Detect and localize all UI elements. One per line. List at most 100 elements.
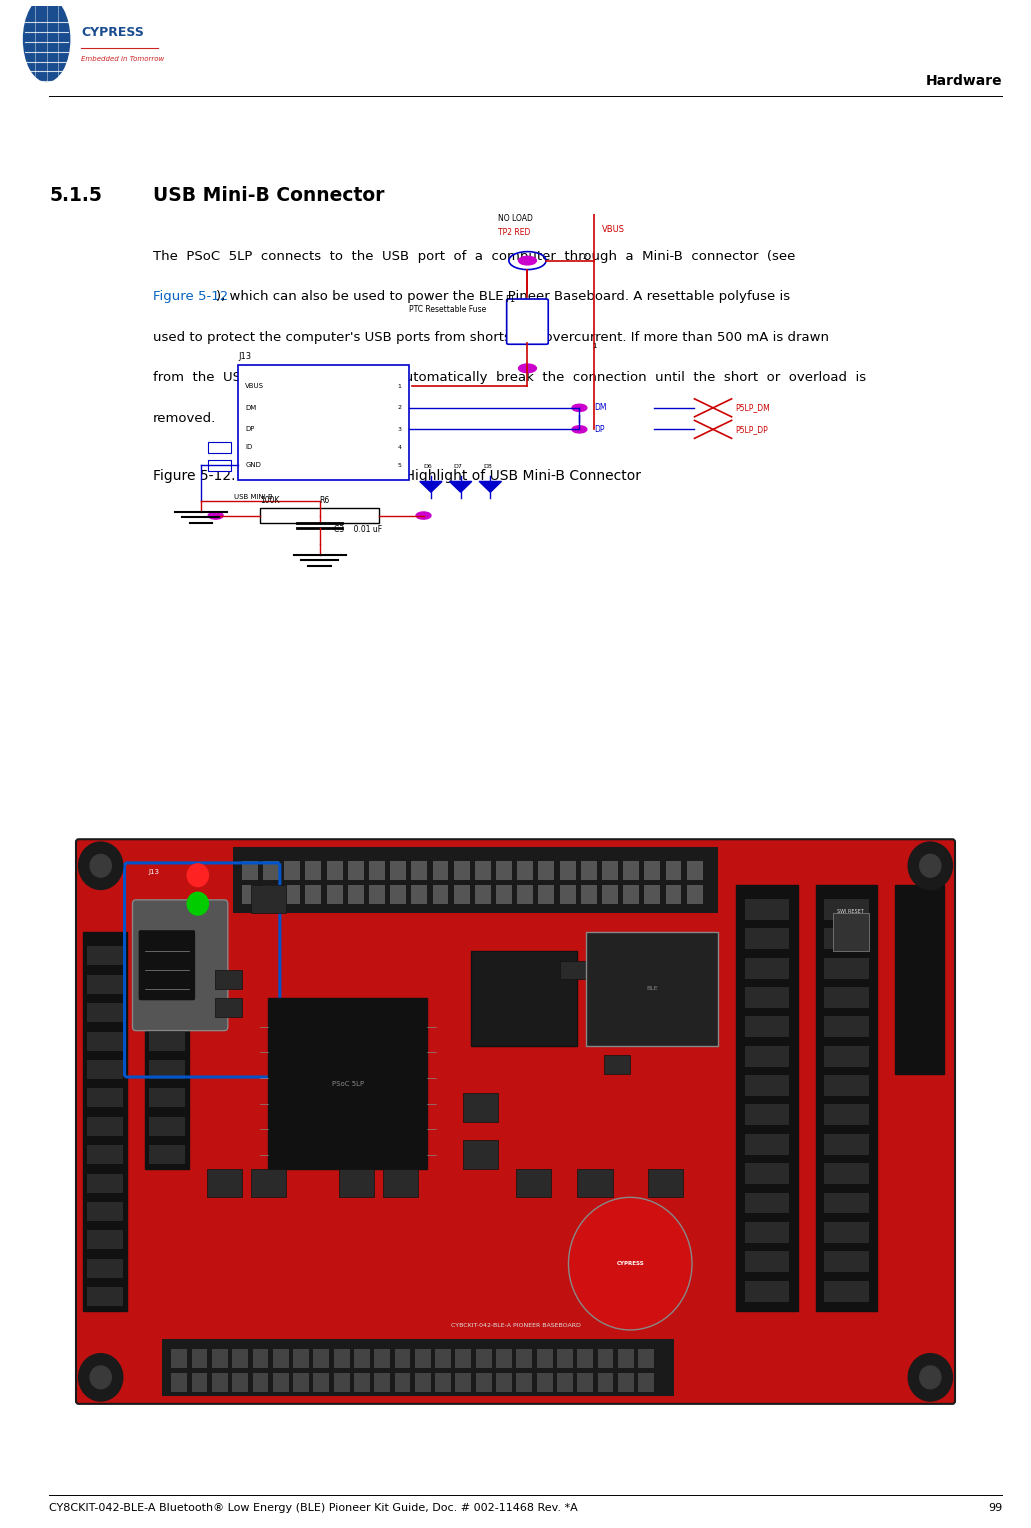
Bar <box>208 442 231 452</box>
Bar <box>414 1349 431 1368</box>
Text: Embedded in Tomorrow: Embedded in Tomorrow <box>81 57 165 63</box>
Bar <box>395 1372 410 1392</box>
Bar <box>745 1192 789 1213</box>
Bar <box>88 1060 123 1079</box>
Bar <box>192 1349 207 1368</box>
Bar <box>745 1251 789 1273</box>
Bar <box>144 932 189 1169</box>
Bar <box>745 929 789 949</box>
Text: ID: ID <box>245 445 253 451</box>
Text: VBUS: VBUS <box>245 384 264 390</box>
Bar <box>833 914 868 950</box>
Bar <box>456 1372 471 1392</box>
Bar <box>206 1169 242 1198</box>
Bar <box>433 862 448 880</box>
Bar <box>557 1372 573 1392</box>
Bar <box>149 1146 185 1164</box>
Bar <box>163 1340 674 1397</box>
Bar <box>215 998 242 1018</box>
Bar <box>825 1016 868 1038</box>
Text: CY8CKIT-042-BLE-A Bluetooth® Low Energy (BLE) Pioneer Kit Guide, Doc. # 002-1146: CY8CKIT-042-BLE-A Bluetooth® Low Energy … <box>49 1504 578 1513</box>
Bar <box>263 862 279 880</box>
Text: removed.: removed. <box>153 411 215 425</box>
Bar <box>638 1349 654 1368</box>
Bar <box>516 1169 551 1198</box>
Bar <box>560 961 586 979</box>
Bar <box>263 885 279 903</box>
Bar <box>433 885 448 903</box>
Bar <box>825 1192 868 1213</box>
Bar <box>518 885 533 903</box>
Text: CYBCKIT-042-BLE-A PIONEER BASEBOARD: CYBCKIT-042-BLE-A PIONEER BASEBOARD <box>451 1323 580 1328</box>
Circle shape <box>519 257 536 264</box>
Bar <box>251 885 286 914</box>
Bar <box>84 932 127 1311</box>
Bar <box>456 1349 471 1368</box>
Bar <box>745 1045 789 1067</box>
Text: DP: DP <box>245 426 255 432</box>
Circle shape <box>188 892 208 915</box>
Bar <box>644 885 660 903</box>
Circle shape <box>188 863 208 886</box>
Polygon shape <box>450 481 472 492</box>
Bar <box>454 885 469 903</box>
Text: 100K: 100K <box>260 495 279 504</box>
FancyBboxPatch shape <box>132 900 228 1030</box>
Circle shape <box>208 512 223 520</box>
Bar <box>88 1287 123 1306</box>
Circle shape <box>522 258 533 263</box>
Text: TP2 RED: TP2 RED <box>498 228 530 237</box>
Text: PSoC 5LP: PSoC 5LP <box>332 1080 364 1086</box>
Bar <box>215 970 242 989</box>
Bar <box>435 1372 452 1392</box>
Ellipse shape <box>24 0 70 81</box>
Text: USB Mini-B Connector: USB Mini-B Connector <box>153 186 385 205</box>
Bar <box>602 862 618 880</box>
Bar <box>745 1105 789 1125</box>
Bar <box>475 862 491 880</box>
Bar <box>171 1372 188 1392</box>
Bar <box>745 987 789 1008</box>
Bar <box>411 862 427 880</box>
Bar <box>305 862 322 880</box>
Bar <box>825 1076 868 1096</box>
Bar <box>339 1169 374 1198</box>
Text: VBUS: VBUS <box>602 225 625 234</box>
Text: D6: D6 <box>424 465 432 469</box>
Bar <box>560 862 575 880</box>
Bar <box>618 1349 634 1368</box>
Bar <box>496 1372 512 1392</box>
Text: SWI RESET: SWI RESET <box>837 909 864 914</box>
Text: Figure 5-12: Figure 5-12 <box>153 290 228 303</box>
Bar <box>825 1251 868 1273</box>
Bar <box>242 885 258 903</box>
Polygon shape <box>420 481 442 492</box>
Text: DM: DM <box>245 405 257 411</box>
Bar <box>825 1280 868 1302</box>
Bar <box>895 885 943 1074</box>
Bar <box>88 946 123 966</box>
Bar <box>598 1372 613 1392</box>
Bar <box>88 1259 123 1277</box>
Bar <box>285 862 300 880</box>
Bar <box>88 1031 123 1051</box>
Text: J13: J13 <box>238 351 252 361</box>
Bar <box>327 862 342 880</box>
Circle shape <box>908 842 953 889</box>
Bar <box>745 958 789 978</box>
Circle shape <box>572 426 587 432</box>
Text: 2: 2 <box>583 254 587 260</box>
Bar <box>253 1349 268 1368</box>
Bar <box>825 1163 868 1184</box>
Bar <box>347 885 364 903</box>
Bar <box>242 862 258 880</box>
Circle shape <box>908 1354 953 1401</box>
Bar <box>238 365 408 480</box>
Bar <box>687 862 702 880</box>
Bar <box>334 1349 350 1368</box>
Bar <box>475 1349 492 1368</box>
Bar <box>454 862 469 880</box>
Bar <box>354 1349 370 1368</box>
Bar <box>390 862 406 880</box>
Circle shape <box>417 512 431 520</box>
